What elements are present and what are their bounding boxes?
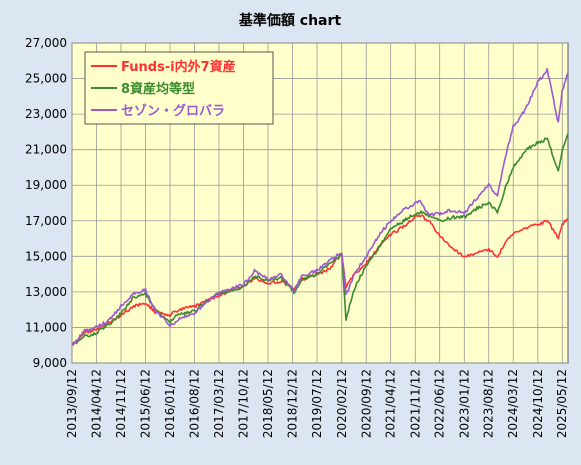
x-tick-label: 2013/09/12 [65, 369, 79, 438]
plot-area: 9,000 11,000 13,000 15,000 17,000 19,000 21,00… [25, 36, 569, 438]
x-tick-label: 2018/05/12 [261, 369, 275, 438]
x-tick-label: 2024/10/12 [531, 369, 545, 438]
x-tick-label: 2015/06/12 [138, 369, 152, 438]
y-tick-label: 11,000 [25, 320, 67, 334]
y-tick-label: 15,000 [25, 249, 67, 263]
x-tick-label: 2020/02/12 [335, 369, 349, 438]
x-tick-label: 2017/03/12 [212, 369, 226, 438]
x-tick-label: 2022/06/12 [433, 369, 447, 438]
x-tick-label: 2020/09/12 [359, 369, 373, 438]
y-tick-label: 23,000 [25, 107, 67, 121]
x-tick-label: 2025/05/12 [555, 369, 569, 438]
x-tick-label: 2019/07/12 [310, 369, 324, 438]
chart-title: 基準価額 chart [239, 12, 341, 29]
legend-label: Funds-i内外7資産 [121, 59, 236, 75]
x-tick-label: 2024/03/12 [506, 369, 520, 438]
x-tick-label: 2016/08/12 [188, 369, 202, 438]
x-tick-label: 2017/10/12 [237, 369, 251, 438]
x-tick-label: 2014/04/12 [89, 369, 103, 438]
y-tick-label: 17,000 [25, 214, 67, 228]
x-tick-label: 2021/11/12 [408, 369, 422, 438]
x-tick-label: 2018/12/12 [286, 369, 300, 438]
x-tick-label: 2014/11/12 [114, 369, 128, 438]
x-tick-label: 2023/08/12 [482, 369, 496, 438]
x-tick-label: 2021/04/12 [384, 369, 398, 438]
y-tick-label: 19,000 [25, 178, 67, 192]
series-line [71, 68, 569, 346]
legend-label: 8資産均等型 [121, 81, 195, 97]
x-tick-label: 2023/01/12 [457, 369, 471, 438]
y-tick-label: 9,000 [33, 356, 67, 370]
y-tick-label: 21,000 [25, 143, 67, 157]
y-tick-label: 25,000 [25, 72, 67, 86]
x-tick-label: 2016/01/12 [163, 369, 177, 438]
legend-label: セゾン・グロバラ [121, 103, 225, 119]
y-tick-label: 13,000 [25, 285, 67, 299]
y-tick-label: 27,000 [25, 36, 67, 50]
